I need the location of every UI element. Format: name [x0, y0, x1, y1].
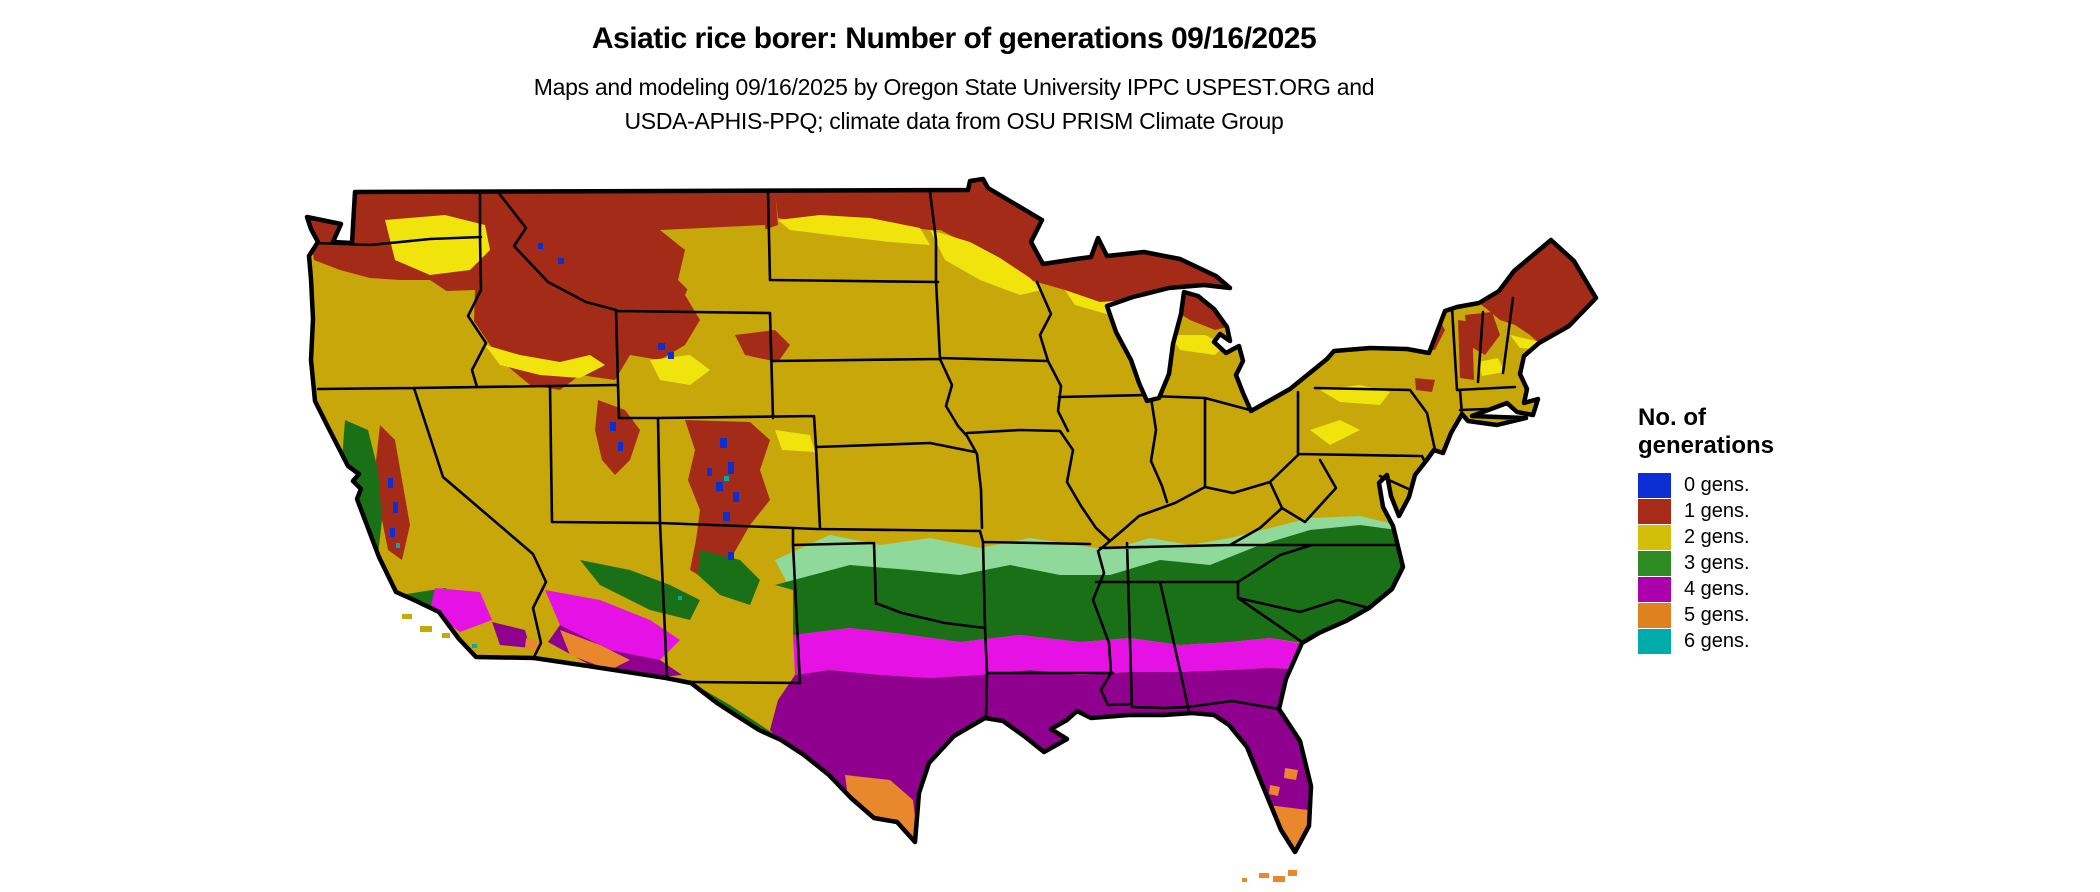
region-1gen-sierra [375, 425, 410, 560]
region-bright-colorado-plains [775, 430, 815, 452]
region-bright-snake-plain [485, 345, 605, 378]
legend-label-2gens: 2 gens. [1684, 525, 1750, 548]
region-bright-columbia-basin [385, 215, 490, 275]
specks-0gens [388, 243, 739, 560]
legend-row-0gens: 0 gens. [1638, 472, 1878, 498]
florida-keys [1242, 870, 1297, 882]
region-1gen-north-strip [775, 179, 1230, 306]
region-bright-new-england [1478, 358, 1505, 376]
legend: No. of generations 0 gens. 1 gens. 2 gen… [1638, 404, 1878, 654]
region-1gen-catskills [1415, 378, 1435, 392]
region-3gens-newmexico [698, 550, 760, 605]
legend-row-6gens: 6 gens. [1638, 628, 1878, 654]
page-title: Asiatic rice borer: Number of generation… [591, 22, 1317, 55]
legend-label-3gens: 3 gens. [1684, 551, 1750, 574]
specks-6gens [396, 476, 729, 648]
map-attribution: Maps and modeling 09/16/2025 by Oregon S… [204, 56, 1704, 138]
region-bright-michigan [1170, 335, 1225, 355]
legend-title-line-1: No. of [1638, 404, 1706, 431]
legend-row-5gens: 5 gens. [1638, 602, 1878, 628]
us-map-svg [304, 176, 1599, 882]
region-1gen-colorado-rockies [685, 420, 770, 582]
legend-swatch-6gens [1638, 628, 1671, 654]
region-5gens-arizona [525, 630, 630, 670]
region-3gens-light-band [775, 516, 1397, 588]
attribution-line-1: Maps and modeling 09/16/2025 by Oregon S… [533, 74, 1375, 100]
region-1gen-green-mountains [1458, 320, 1474, 380]
region-3gens-mogollon [580, 560, 700, 620]
region-bright-montana-dakota [778, 215, 930, 245]
legend-label-4gens: 4 gens. [1684, 577, 1750, 600]
attribution-line-2: USDA-APHIS-PPQ; climate data from OSU PR… [624, 108, 1284, 134]
region-2gens-montana [660, 225, 770, 308]
region-1gen-michigan-cap [1174, 290, 1227, 330]
region-5gens-south-florida [1268, 805, 1308, 852]
region-4gens-bright-arizona [545, 590, 680, 660]
legend-label-6gens: 6 gens. [1684, 629, 1750, 652]
legend-label-0gens: 0 gens. [1684, 473, 1750, 496]
legend-row-4gens: 4 gens. [1638, 576, 1878, 602]
region-1gen-maine [1479, 240, 1596, 343]
legend-swatch-3gens [1638, 550, 1671, 576]
legend-label-1gens: 1 gens. [1684, 499, 1750, 522]
legend-swatch-1gens [1638, 498, 1671, 524]
us-map [230, 130, 1610, 892]
region-bright-minnesota [930, 230, 1042, 295]
legend-swatch-4gens [1638, 576, 1671, 602]
region-4gens-bright-band [793, 628, 1346, 678]
legend-row-1gens: 1 gens. [1638, 498, 1878, 524]
region-bright-wyoming-basin [650, 355, 710, 385]
legend-swatch-0gens [1638, 472, 1671, 498]
legend-title: No. of generations [1638, 404, 1878, 460]
legend-row-3gens: 3 gens. [1638, 550, 1878, 576]
channel-islands [402, 614, 450, 638]
legend-label-5gens: 5 gens. [1684, 603, 1750, 626]
region-5gens-florida-spots [1269, 768, 1298, 796]
header: Asiatic rice borer: Number of generation… [204, 0, 1704, 138]
legend-swatch-2gens [1638, 524, 1671, 550]
us-outline [304, 176, 1599, 855]
region-1gen-black-hills [735, 330, 790, 362]
legend-swatch-5gens [1638, 602, 1671, 628]
state-borders [313, 190, 1517, 722]
region-bright-pennsylvania-ridge [1310, 420, 1360, 445]
region-4gens-imperial [492, 622, 530, 648]
region-2gens-oregon [322, 290, 475, 392]
region-3gens-band [775, 525, 1403, 645]
legend-title-line-2: generations [1638, 432, 1775, 459]
legend-row-2gens: 2 gens. [1638, 524, 1878, 550]
